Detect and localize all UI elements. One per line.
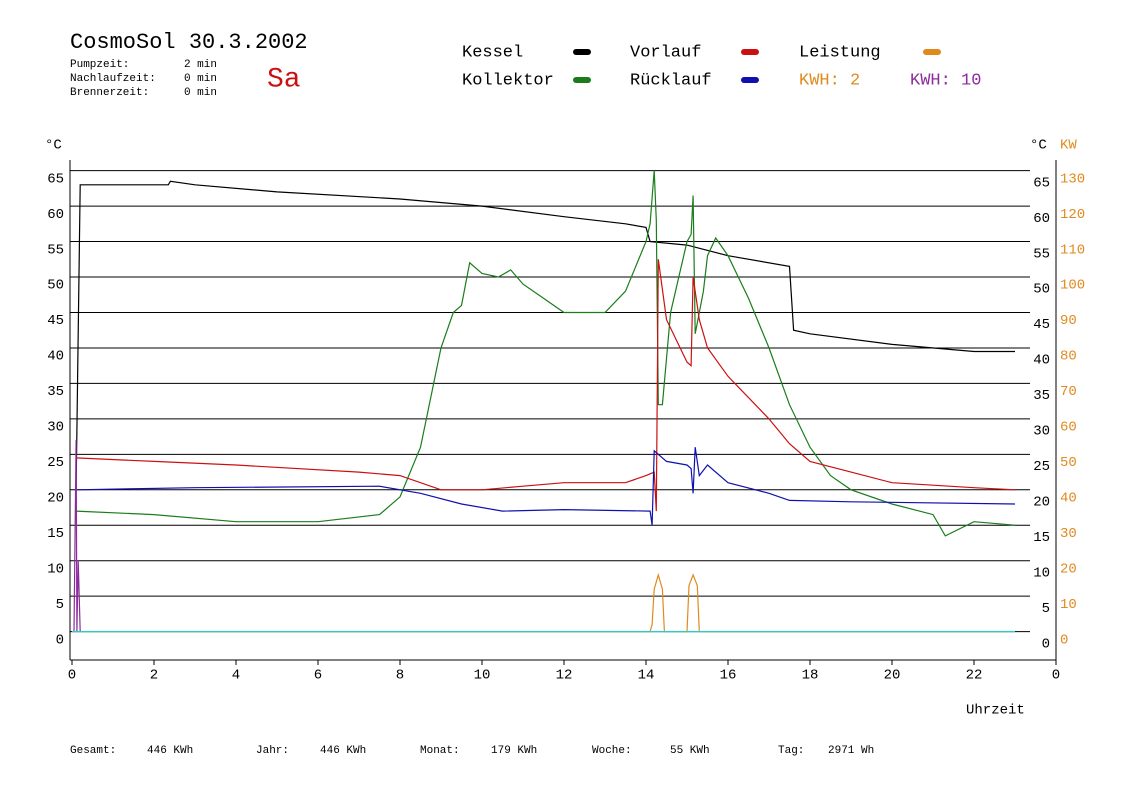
y-tick-label: 40 <box>47 349 64 365</box>
x-tick-label: 0 <box>1052 668 1060 684</box>
y-tick-label: 30 <box>47 420 64 436</box>
footer-value: 446 KWh <box>147 745 193 757</box>
y-tick-label-right: 55 <box>1033 246 1050 262</box>
series-line <box>75 180 1015 490</box>
footer-label: Tag: <box>778 745 804 757</box>
y2-tick-label: 30 <box>1060 526 1077 542</box>
x-tick-label: 20 <box>884 668 901 684</box>
y-tick-label-right: 50 <box>1033 282 1050 298</box>
stat-value: 0 min <box>184 73 217 85</box>
y-tick-label: 65 <box>47 171 64 187</box>
series-line <box>76 170 1016 537</box>
y-tick-label-right: 45 <box>1033 317 1050 333</box>
y-tick-label: 25 <box>47 455 64 471</box>
kwh-label: KWH: 10 <box>910 71 981 90</box>
y2-tick-label: 10 <box>1060 597 1077 613</box>
x-tick-label: 2 <box>150 668 158 684</box>
y-tick-label: 15 <box>47 526 64 542</box>
footer-label: Gesamt: <box>70 745 116 757</box>
y-tick-label: 50 <box>47 278 64 294</box>
y-tick-label: 5 <box>56 597 64 613</box>
y-tick-label-right: 20 <box>1033 494 1050 510</box>
y-tick-label: 60 <box>47 207 64 223</box>
x-tick-label: 8 <box>396 668 404 684</box>
footer-label: Monat: <box>420 745 460 757</box>
y2-tick-label: 0 <box>1060 632 1068 648</box>
x-tick-label: 4 <box>232 668 240 684</box>
y-tick-label-right: 30 <box>1033 424 1050 440</box>
y-tick-label: 10 <box>47 561 64 577</box>
stat-label: Pumpzeit: <box>70 59 129 71</box>
footer-label: Jahr: <box>256 745 289 757</box>
footer-value: 2971 Wh <box>828 745 874 757</box>
y-tick-label-right: 5 <box>1042 601 1050 617</box>
x-tick-label: 12 <box>556 668 573 684</box>
x-tick-label: 0 <box>68 668 76 684</box>
y-axis-label: °C <box>45 138 62 154</box>
legend-label: Kessel <box>462 43 523 62</box>
y2-unit-label: KW <box>1060 138 1077 154</box>
weekday: Sa <box>267 64 301 95</box>
x-tick-label: 6 <box>314 668 322 684</box>
y2-axis-label: °C <box>1030 138 1047 154</box>
x-tick-label: 10 <box>474 668 491 684</box>
y-tick-label: 45 <box>47 313 64 329</box>
stat-value: 2 min <box>184 59 217 71</box>
x-tick-label: 18 <box>802 668 819 684</box>
y2-tick-label: 130 <box>1060 171 1085 187</box>
y2-tick-label: 70 <box>1060 384 1077 400</box>
stat-label: Nachlaufzeit: <box>70 73 156 85</box>
y-tick-label: 20 <box>47 490 64 506</box>
series-line <box>76 447 1016 526</box>
y-tick-label-right: 15 <box>1033 530 1050 546</box>
y2-tick-label: 120 <box>1060 207 1085 223</box>
y2-tick-label: 100 <box>1060 278 1085 294</box>
legend-label: Leistung <box>799 43 881 62</box>
y2-tick-label: 90 <box>1060 313 1077 329</box>
y-tick-label-right: 40 <box>1033 353 1050 369</box>
y2-tick-label: 20 <box>1060 561 1077 577</box>
y2-tick-label: 50 <box>1060 455 1077 471</box>
series-line <box>73 440 81 632</box>
x-tick-label: 22 <box>966 668 983 684</box>
y-tick-label-right: 10 <box>1033 565 1050 581</box>
x-axis-label: Uhrzeit <box>966 703 1025 719</box>
x-tick-label: 14 <box>638 668 655 684</box>
y-tick-label-right: 65 <box>1033 175 1050 191</box>
y-tick-label: 0 <box>56 632 64 648</box>
series-line <box>72 572 1015 633</box>
x-tick-label: 16 <box>720 668 737 684</box>
y2-tick-label: 110 <box>1060 242 1085 258</box>
footer-value: 179 KWh <box>491 745 537 757</box>
footer-value: 446 KWh <box>320 745 366 757</box>
y2-tick-label: 40 <box>1060 490 1077 506</box>
footer-value: 55 KWh <box>670 745 710 757</box>
y-tick-label-right: 60 <box>1033 211 1050 227</box>
series-line <box>76 259 1016 512</box>
kwh-label: KWH: 2 <box>799 71 860 90</box>
stat-label: Brennerzeit: <box>70 87 149 99</box>
legend-label: Kollektor <box>462 71 554 90</box>
y-tick-label: 35 <box>47 384 64 400</box>
y2-tick-label: 60 <box>1060 420 1077 436</box>
chart-title: CosmoSol 30.3.2002 <box>70 30 308 55</box>
y-tick-label-right: 35 <box>1033 388 1050 404</box>
y-tick-label-right: 0 <box>1042 636 1050 652</box>
y2-tick-label: 80 <box>1060 349 1077 365</box>
y-tick-label: 55 <box>47 242 64 258</box>
legend-label: Vorlauf <box>630 43 701 62</box>
stat-value: 0 min <box>184 87 217 99</box>
y-tick-label-right: 25 <box>1033 459 1050 475</box>
legend-label: Rücklauf <box>630 71 712 90</box>
footer-label: Woche: <box>592 745 632 757</box>
